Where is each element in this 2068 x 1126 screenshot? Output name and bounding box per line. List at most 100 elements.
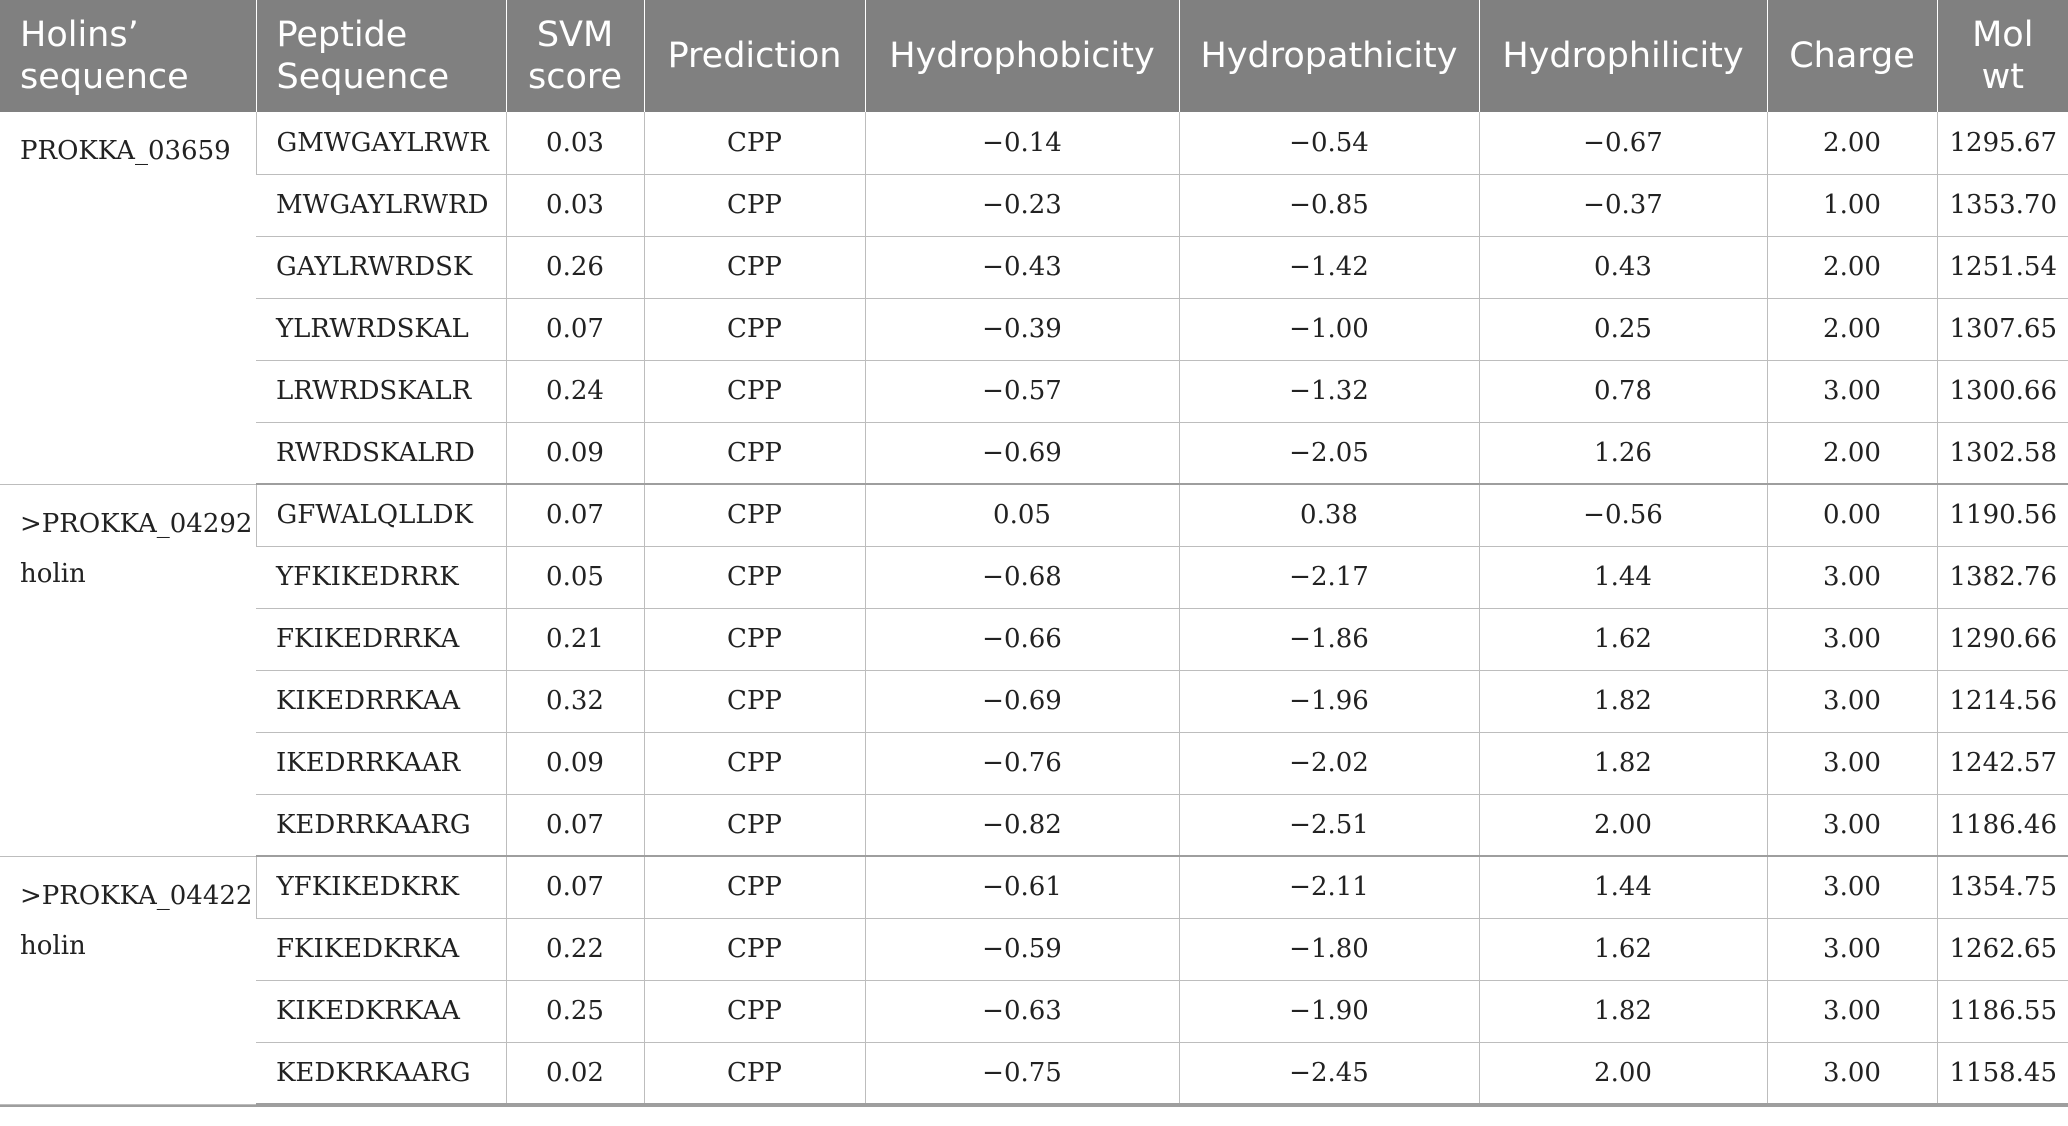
hydrophobicity-cell: −0.75 [864, 1042, 1179, 1105]
hydrophilicity-cell: 0.25 [1478, 298, 1767, 361]
peptide-sequence-cell: GFWALQLLDK [255, 484, 506, 547]
hydrophobicity-cell: −0.66 [864, 608, 1179, 671]
hydropathicity-cell: −1.42 [1178, 236, 1479, 299]
mol-wt-cell: 1186.55 [1936, 980, 2068, 1043]
charge-cell: 3.00 [1766, 608, 1937, 671]
mol-wt-cell: 1242.57 [1936, 732, 2068, 795]
hydrophobicity-cell: −0.43 [864, 236, 1179, 299]
hydrophilicity-cell: 2.00 [1478, 794, 1767, 857]
hydrophilicity-cell: 1.44 [1478, 856, 1767, 919]
peptide-sequence-cell: YLRWRDSKAL [256, 298, 506, 361]
hydropathicity-cell: −2.17 [1178, 546, 1479, 609]
mol-wt-cell: 1290.66 [1936, 608, 2068, 671]
svm-score-cell: 0.09 [505, 422, 644, 485]
hydropathicity-cell: −0.85 [1178, 174, 1479, 237]
header-mol-wt: Mol wt [1936, 0, 2068, 112]
svm-score-cell: 0.25 [505, 980, 644, 1043]
charge-cell: 1.00 [1766, 174, 1937, 237]
table-row: KEDKRKAARG 0.02 CPP −0.75 −2.45 2.00 3.00 1158.… [0, 1042, 2068, 1105]
hydrophilicity-cell: 1.44 [1478, 546, 1767, 609]
peptide-sequence-cell: KIKEDRRKAA [256, 670, 506, 733]
table-row: RWRDSKALRD 0.09 CPP −0.69 −2.05 1.26 2.00 1302.… [0, 422, 2068, 485]
mol-wt-cell: 1214.56 [1936, 670, 2068, 733]
table-row: KIKEDKRKAA 0.25 CPP −0.63 −1.90 1.82 3.00 1186.… [0, 980, 2068, 1043]
holin-sequence-cell: >PROKKA_04422 holin [0, 856, 256, 1105]
svm-score-cell: 0.03 [505, 174, 644, 237]
charge-cell: 3.00 [1766, 670, 1937, 733]
hydropathicity-cell: −2.02 [1178, 732, 1479, 795]
peptide-sequence-cell: YFKIKEDRRK [256, 546, 506, 609]
table-row: LRWRDSKALR 0.24 CPP −0.57 −1.32 0.78 3.00 1300.… [0, 360, 2068, 423]
svm-score-cell: 0.03 [505, 112, 644, 175]
hydrophilicity-cell: 0.78 [1478, 360, 1767, 423]
charge-cell: 0.00 [1766, 484, 1937, 547]
peptide-sequence-cell: RWRDSKALRD [256, 422, 506, 485]
prediction-cell: CPP [643, 484, 865, 547]
hydrophilicity-cell: 1.82 [1478, 980, 1767, 1043]
table-row: YLRWRDSKAL 0.07 CPP −0.39 −1.00 0.25 2.00 1307.… [0, 298, 2068, 361]
peptide-sequence-cell: GMWGAYLRWR [255, 112, 506, 175]
header-hydrophobicity: Hydrophobicity [864, 0, 1179, 112]
prediction-cell: CPP [643, 1042, 865, 1105]
mol-wt-cell: 1262.65 [1936, 918, 2068, 981]
prediction-cell: CPP [643, 422, 865, 485]
charge-cell: 3.00 [1766, 980, 1937, 1043]
prediction-cell: CPP [643, 732, 865, 795]
mol-wt-cell: 1158.45 [1936, 1042, 2068, 1105]
header-peptide-sequence: Peptide Sequence [255, 0, 506, 112]
hydrophilicity-cell: 0.43 [1478, 236, 1767, 299]
header-hydropathicity: Hydropathicity [1178, 0, 1479, 112]
peptide-sequence-cell: YFKIKEDKRK [255, 856, 506, 919]
hydropathicity-cell: −2.51 [1178, 794, 1479, 857]
hydropathicity-cell: −1.96 [1178, 670, 1479, 733]
table-row: >PROKKA_04292 holin GFWALQLLDK 0.07 CPP 0.05… [0, 484, 2068, 857]
hydrophobicity-cell: −0.68 [864, 546, 1179, 609]
mol-wt-cell: 1300.66 [1936, 360, 2068, 423]
hydrophobicity-cell: −0.61 [864, 856, 1179, 919]
header-svm-score: SVM score [505, 0, 644, 112]
table-row: GAYLRWRDSK 0.26 CPP −0.43 −1.42 0.43 2.00 1251.… [0, 236, 2068, 299]
header-prediction: Prediction [643, 0, 865, 112]
svm-score-cell: 0.22 [505, 918, 644, 981]
peptide-sequence-cell: FKIKEDRRKA [256, 608, 506, 671]
mol-wt-cell: 1354.75 [1936, 856, 2068, 919]
table-row: IKEDRRKAAR 0.09 CPP −0.76 −2.02 1.82 3.00 1242.… [0, 732, 2068, 795]
peptide-sequence-cell: KEDRRKAARG [256, 794, 506, 857]
mol-wt-cell: 1302.58 [1936, 422, 2068, 485]
prediction-cell: CPP [643, 174, 865, 237]
hydropathicity-cell: −1.00 [1178, 298, 1479, 361]
prediction-cell: CPP [643, 918, 865, 981]
prediction-cell: CPP [643, 112, 865, 175]
prediction-cell: CPP [643, 360, 865, 423]
svm-score-cell: 0.07 [505, 484, 644, 547]
charge-cell: 3.00 [1766, 360, 1937, 423]
mol-wt-cell: 1382.76 [1936, 546, 2068, 609]
charge-cell: 2.00 [1766, 298, 1937, 361]
hydropathicity-cell: −1.80 [1178, 918, 1479, 981]
mol-wt-cell: 1186.46 [1936, 794, 2068, 857]
prediction-cell: CPP [643, 236, 865, 299]
charge-cell: 3.00 [1766, 546, 1937, 609]
charge-cell: 3.00 [1766, 856, 1937, 919]
svm-score-cell: 0.02 [505, 1042, 644, 1105]
table-row: FKIKEDKRKA 0.22 CPP −0.59 −1.80 1.62 3.00 1262.… [0, 918, 2068, 981]
peptide-sequence-cell: LRWRDSKALR [256, 360, 506, 423]
hydropathicity-cell: −2.11 [1178, 856, 1479, 919]
table-row: FKIKEDRRKA 0.21 CPP −0.66 −1.86 1.62 3.00 1290.… [0, 608, 2068, 671]
charge-cell: 3.00 [1766, 794, 1937, 857]
table-body: PROKKA_03659 GMWGAYLRWR 0.03 CPP −0.14 −0.54−… [0, 112, 2068, 1105]
charge-cell: 2.00 [1766, 236, 1937, 299]
peptide-sequence-cell: GAYLRWRDSK [256, 236, 506, 299]
svm-score-cell: 0.24 [505, 360, 644, 423]
prediction-cell: CPP [643, 670, 865, 733]
table-row: YFKIKEDRRK 0.05 CPP −0.68 −2.17 1.44 3.00 1382.… [0, 546, 2068, 609]
prediction-cell: CPP [643, 608, 865, 671]
hydrophobicity-cell: −0.76 [864, 732, 1179, 795]
table-row: >PROKKA_04422 holin YFKIKEDKRK 0.07 CPP −0.6… [0, 856, 2068, 1105]
prediction-cell: CPP [643, 794, 865, 857]
svm-score-cell: 0.32 [505, 670, 644, 733]
hydrophobicity-cell: −0.14 [864, 112, 1179, 175]
svm-score-cell: 0.21 [505, 608, 644, 671]
peptide-sequence-cell: MWGAYLRWRD [256, 174, 506, 237]
